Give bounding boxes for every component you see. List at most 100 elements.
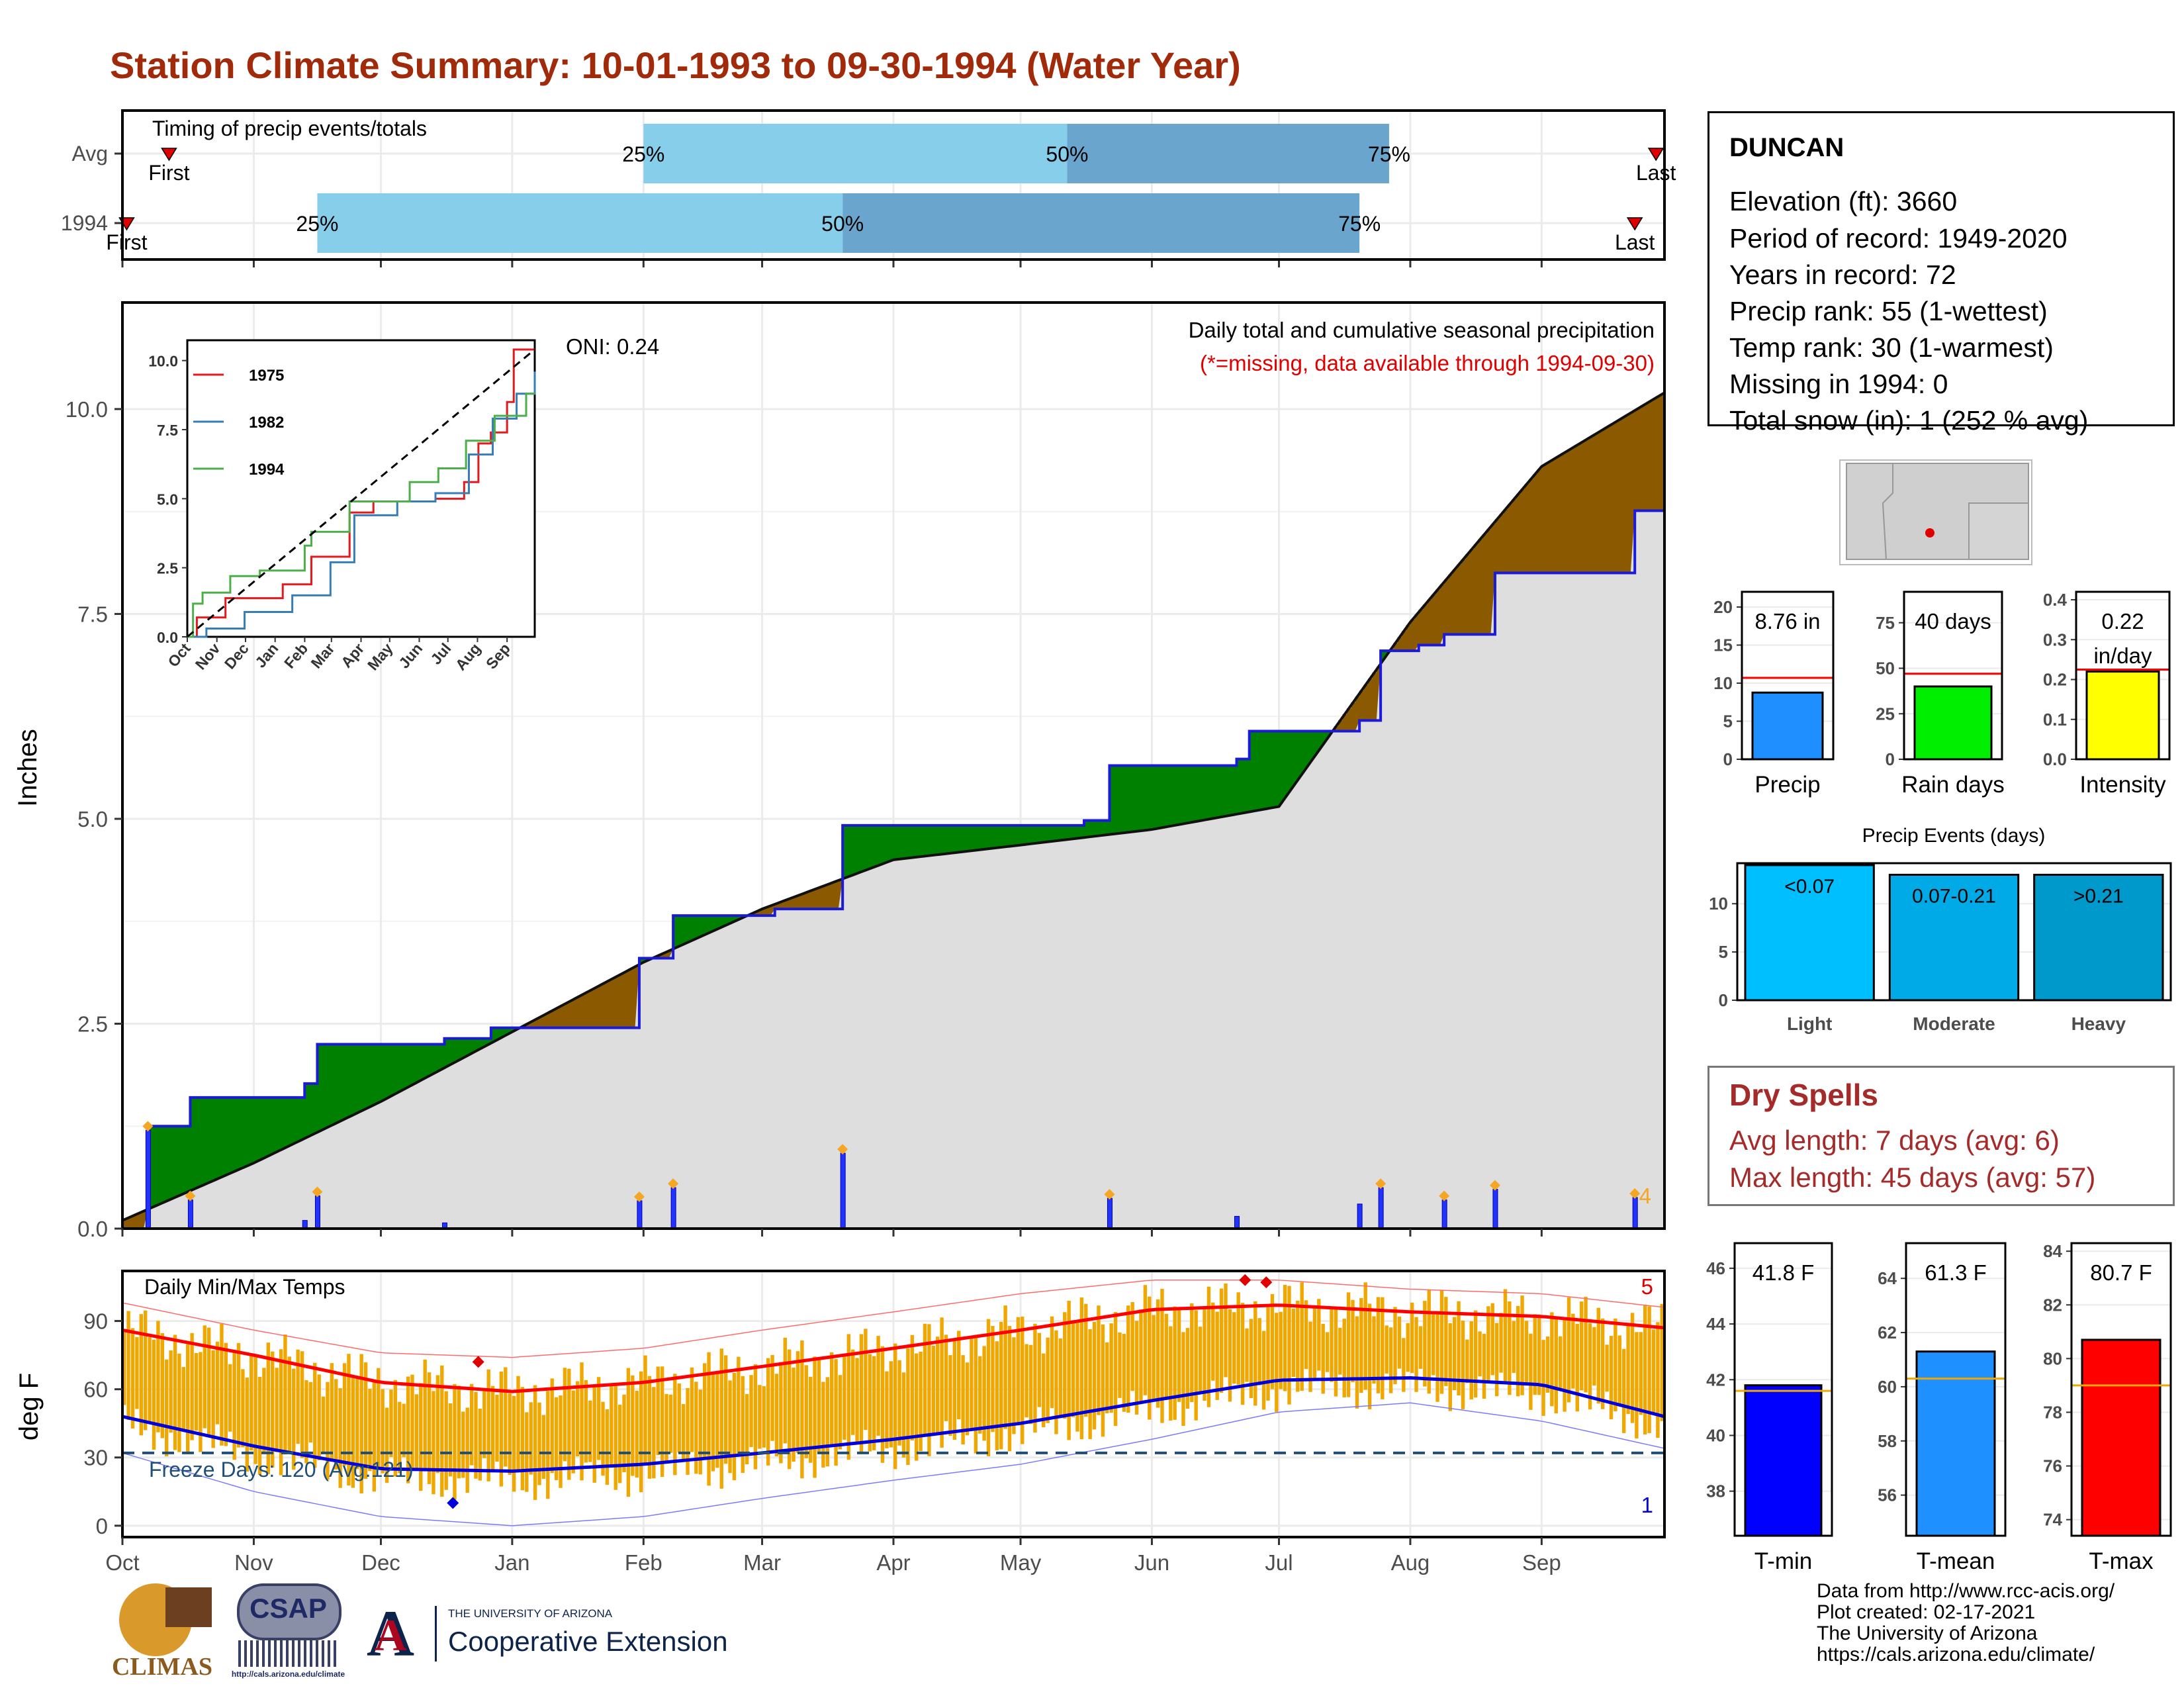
daily-temp-range-bar	[432, 1391, 435, 1495]
precip-above-avg-area	[957, 825, 962, 853]
daily-temp-range-bar	[423, 1359, 427, 1470]
daily-temp-range-bar	[1016, 1317, 1021, 1426]
daily-temp-range-bar	[1499, 1313, 1503, 1373]
daily-temp-range-bar	[758, 1385, 762, 1449]
daily-temp-range-bar	[1257, 1318, 1261, 1385]
precip-below-avg-area	[546, 1013, 551, 1028]
daily-temp-range-bar	[783, 1337, 787, 1444]
daily-temp-range-bar	[864, 1329, 868, 1430]
first-label: First	[106, 230, 147, 254]
daily-temp-range-bar	[1367, 1303, 1372, 1410]
daily-precip-bar	[1441, 1199, 1447, 1229]
month-label: Apr	[876, 1550, 910, 1575]
daily-temp-range-bar	[1639, 1332, 1643, 1415]
precip-above-avg-area	[236, 1097, 242, 1170]
precip-above-avg-area	[855, 825, 860, 874]
daily-temp-range-bar	[1575, 1323, 1579, 1412]
daily-temp-range-bar	[1342, 1319, 1346, 1397]
daily-temp-range-bar	[1635, 1332, 1639, 1438]
daily-temp-range-bar	[1173, 1306, 1177, 1420]
precip-above-avg-area	[974, 825, 979, 851]
daily-temp-range-bar	[1600, 1318, 1605, 1409]
precip-above-avg-area	[1296, 731, 1301, 780]
daily-temp-range-bar	[940, 1317, 944, 1448]
precip-above-avg-area	[478, 1038, 483, 1049]
daily-temp-range-bar	[965, 1362, 970, 1436]
daily-temp-range-bar	[1630, 1313, 1635, 1423]
precip-below-avg-area	[1355, 696, 1360, 731]
daily-temp-range-bar	[1261, 1331, 1266, 1410]
precip-above-avg-area	[474, 1038, 479, 1051]
precip-above-avg-area	[427, 1044, 432, 1076]
precip-above-avg-area	[186, 1126, 191, 1192]
precip-below-avg-area	[139, 1212, 144, 1229]
daily-temp-range-bar	[236, 1342, 241, 1448]
daily-temp-range-bar	[927, 1324, 931, 1456]
station-info-panel: DUNCAN Elevation (ft): 3660 Period of re…	[1707, 111, 2175, 436]
extreme-precip-marker-icon	[633, 1191, 645, 1202]
daily-temp-range-bar	[872, 1356, 876, 1450]
precip-above-avg-area	[1033, 825, 1038, 843]
daily-temp-range-bar	[957, 1331, 961, 1420]
daily-temp-range-bar	[1169, 1326, 1173, 1421]
precip-above-avg-area	[287, 1097, 293, 1146]
precip-below-avg-area	[1452, 569, 1457, 635]
daily-temp-range-bar	[1152, 1315, 1156, 1399]
precip-above-avg-area	[1279, 731, 1284, 804]
precip-above-avg-area	[850, 825, 856, 875]
daily-temp-range-bar	[220, 1324, 224, 1446]
month-label: Jan	[494, 1550, 529, 1575]
precip-above-avg-area	[919, 825, 924, 857]
timing-label-75: 75%	[1368, 142, 1410, 166]
precip-above-avg-area	[707, 915, 712, 933]
daily-temp-range-bar	[190, 1333, 194, 1440]
daily-temp-range-bar	[635, 1391, 639, 1478]
daily-temp-range-bar	[1529, 1333, 1533, 1410]
precip-above-avg-area	[1211, 765, 1216, 819]
daily-temp-range-bar	[1312, 1307, 1317, 1378]
precip-above-avg-area	[1007, 825, 1013, 847]
precip-above-avg-area	[723, 915, 729, 925]
rain-days-summary-ytick-label: 50	[1876, 659, 1895, 679]
precip-above-avg-area	[1236, 759, 1242, 814]
daily-temp-range-bar	[1541, 1340, 1545, 1416]
intensity-summary-ytick-label: 0.3	[2043, 630, 2067, 649]
precip-above-avg-area	[453, 1038, 458, 1062]
precip-above-avg-area	[393, 1044, 398, 1094]
precip-below-avg-area	[1367, 679, 1373, 721]
tmax-summary-ytick-label: 80	[2043, 1348, 2062, 1368]
event-bar-inner-label: >0.21	[2073, 885, 2124, 907]
daily-temp-range-bar	[1465, 1339, 1469, 1383]
precip-below-avg-area	[779, 902, 784, 910]
daily-temp-range-bar	[139, 1314, 144, 1436]
daily-temp-range-bar	[643, 1355, 647, 1466]
daily-precip-bar	[1107, 1197, 1113, 1229]
daily-temp-range-bar	[766, 1358, 770, 1466]
intensity-summary-ytick-label: 0.0	[2043, 749, 2067, 769]
extreme-precip-marker-icon	[1375, 1178, 1387, 1190]
station-period: Period of record: 1949-2020	[1729, 223, 2068, 254]
daily-temp-range-bar	[1346, 1292, 1351, 1397]
precip-above-avg-area	[952, 825, 958, 853]
precip-above-avg-area	[1304, 731, 1309, 768]
daily-precip-bar	[1378, 1187, 1384, 1229]
precip-above-avg-area	[194, 1097, 199, 1188]
tmean-summary-value-label: 61.3 F	[1925, 1260, 1987, 1285]
ua-top-text: THE UNIVERSITY OF ARIZONA	[448, 1607, 613, 1620]
daily-temp-range-bar	[1563, 1317, 1567, 1412]
daily-temp-range-bar	[978, 1356, 982, 1434]
events-ytick-label: 10	[1709, 894, 1728, 914]
precip-above-avg-area	[448, 1038, 453, 1065]
daily-temp-range-bar	[681, 1404, 686, 1461]
precip-below-avg-area	[1600, 429, 1606, 573]
daily-temp-range-bar	[584, 1380, 588, 1463]
inset-average-line	[187, 348, 535, 638]
precip-above-avg-area	[846, 825, 852, 877]
precip-above-avg-area	[1084, 820, 1089, 837]
daily-temp-range-bar	[292, 1368, 296, 1470]
precip-above-avg-area	[457, 1038, 462, 1060]
precip-above-avg-area	[893, 825, 899, 860]
precip-above-avg-area	[1291, 731, 1297, 786]
daily-temp-range-bar	[359, 1354, 363, 1494]
daily-temp-range-bar	[296, 1349, 300, 1444]
